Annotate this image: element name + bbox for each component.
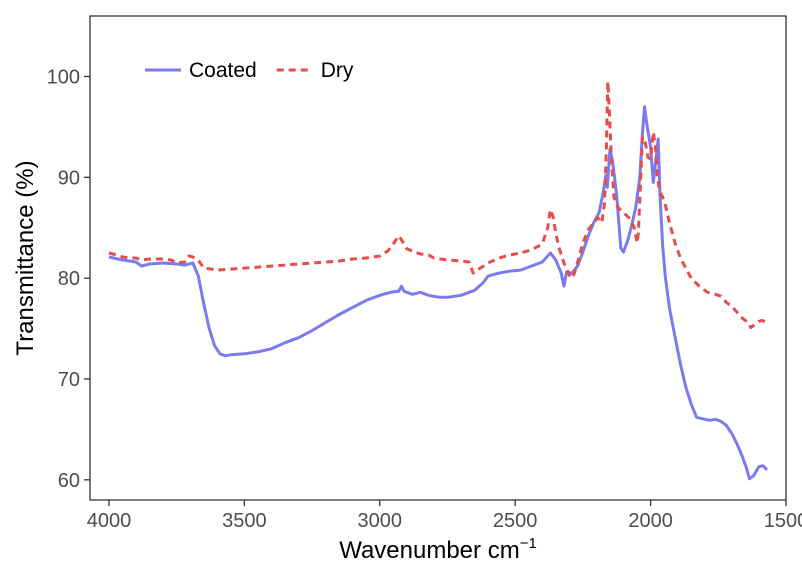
y-axis-title: Transmittance (%)	[12, 160, 39, 355]
x-tick-label: 2500	[493, 510, 538, 532]
y-axis: 60 70 80 90 100	[47, 67, 90, 492]
x-axis-title: Wavenumber cm−1	[339, 535, 537, 562]
y-tick-label: 100	[47, 67, 80, 89]
x-axis-title-main: Wavenumber cm	[339, 537, 520, 562]
x-tick-label: 3000	[358, 510, 403, 532]
x-tick-label: 1500	[764, 510, 802, 532]
series-line-dry	[108, 80, 767, 330]
legend: Coated Dry	[145, 59, 354, 82]
series-line-coated	[108, 105, 769, 481]
x-axis-title-superscript: −1	[520, 535, 537, 552]
legend-label-coated: Coated	[189, 59, 257, 82]
plot-panel-border	[89, 15, 787, 501]
x-tick-label: 3500	[222, 510, 267, 532]
x-tick-label: 4000	[87, 510, 132, 532]
x-axis: 4000 3500 3000 2500 2000 1500	[87, 500, 802, 532]
y-tick-label: 60	[58, 470, 80, 492]
y-tick-label: 90	[58, 167, 80, 189]
series-layer	[108, 80, 769, 481]
y-tick-label: 70	[58, 369, 80, 391]
legend-label-dry: Dry	[321, 59, 354, 82]
x-tick-label: 2000	[628, 510, 673, 532]
y-tick-label: 80	[58, 268, 80, 290]
